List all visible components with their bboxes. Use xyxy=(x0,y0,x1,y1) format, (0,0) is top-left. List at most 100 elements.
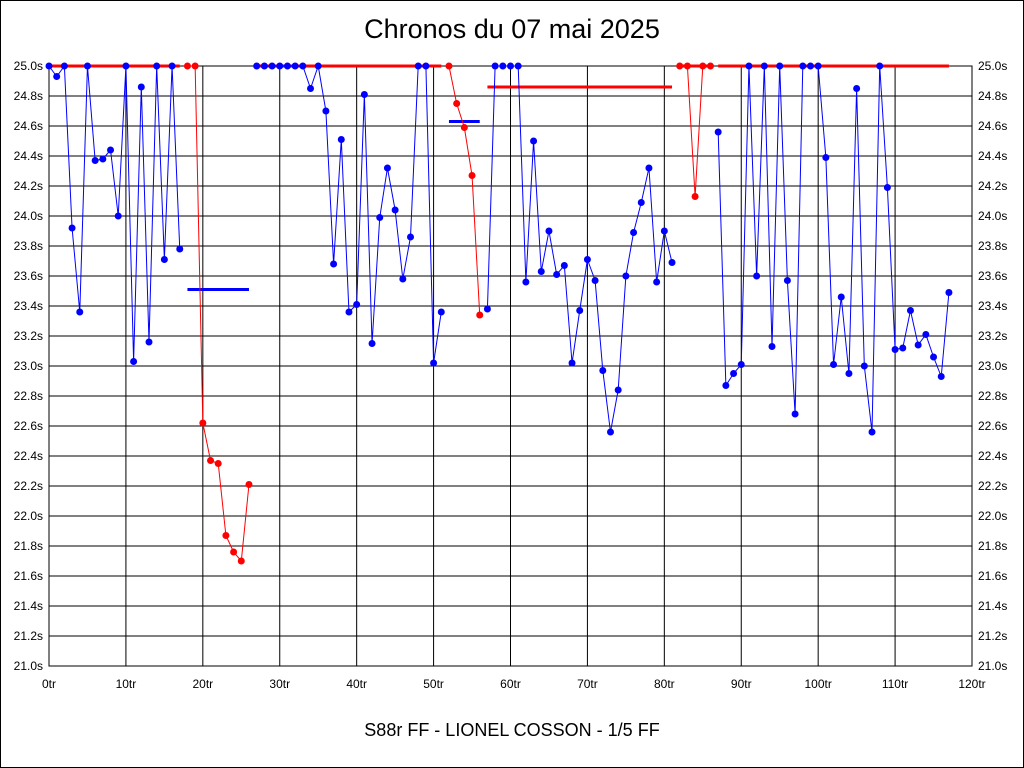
data-point xyxy=(514,62,522,70)
y-tick-label-left: 21.2s xyxy=(14,629,43,643)
data-point xyxy=(876,62,884,70)
data-point xyxy=(560,262,568,269)
data-point xyxy=(737,361,745,368)
data-point xyxy=(368,340,376,347)
data-point xyxy=(614,386,622,394)
data-point xyxy=(553,271,561,278)
data-point xyxy=(522,278,530,286)
x-tick-label: 90tr xyxy=(731,677,752,691)
data-point xyxy=(545,227,553,235)
data-point xyxy=(414,62,422,70)
y-tick-label-right: 22.8s xyxy=(978,389,1007,403)
data-point xyxy=(699,62,707,70)
data-point xyxy=(676,62,684,70)
data-point xyxy=(922,331,930,338)
data-point xyxy=(653,278,661,286)
x-tick-label: 10tr xyxy=(116,677,137,691)
data-point xyxy=(576,307,584,314)
data-point xyxy=(583,256,591,263)
y-tick-label-left: 23.2s xyxy=(14,329,43,343)
tick-labels: 21.0s 21.0s 21.2s 21.2s 21.4s 21.4s 21.6s 21.6s… xyxy=(14,59,1008,691)
data-point xyxy=(183,62,191,70)
data-point xyxy=(260,62,268,70)
data-point xyxy=(245,481,253,488)
data-point xyxy=(776,62,784,70)
data-point xyxy=(299,62,307,70)
y-tick-label-left: 22.6s xyxy=(14,419,43,433)
data-point xyxy=(391,206,399,214)
data-point xyxy=(237,557,245,565)
y-tick-label-right: 21.2s xyxy=(978,629,1007,643)
data-point xyxy=(191,62,199,70)
y-tick-label-left: 22.8s xyxy=(14,389,43,403)
data-point xyxy=(783,277,791,284)
data-point xyxy=(122,62,130,70)
data-point xyxy=(307,85,315,92)
data-point xyxy=(99,155,107,163)
y-tick-label-right: 24.6s xyxy=(978,119,1007,133)
data-point xyxy=(114,212,122,220)
data-point xyxy=(76,308,84,316)
y-tick-label-left: 24.0s xyxy=(14,209,43,223)
data-point xyxy=(283,62,291,70)
data-point xyxy=(60,62,68,70)
data-point xyxy=(622,272,630,280)
data-point xyxy=(460,124,468,131)
data-point xyxy=(345,308,353,316)
y-tick-label-right: 23.2s xyxy=(978,329,1007,343)
y-tick-label-right: 22.4s xyxy=(978,449,1007,463)
data-point xyxy=(537,268,545,275)
data-point xyxy=(207,457,215,464)
series-line xyxy=(48,64,181,362)
data-point xyxy=(430,359,438,367)
data-point xyxy=(468,172,476,179)
data-point xyxy=(145,338,153,346)
x-tick-label: 80tr xyxy=(654,677,675,691)
y-tick-label-right: 22.2s xyxy=(978,479,1007,493)
y-tick-label-left: 22.4s xyxy=(14,449,43,463)
x-tick-label: 110tr xyxy=(882,677,908,691)
data-point xyxy=(268,62,276,70)
data-point xyxy=(453,100,461,107)
data-point xyxy=(130,358,138,365)
data-point xyxy=(407,233,415,241)
data-point xyxy=(68,224,76,232)
data-point xyxy=(830,361,838,368)
data-point xyxy=(83,62,91,70)
data-point xyxy=(799,62,807,70)
data-point xyxy=(568,359,576,367)
data-point xyxy=(837,293,845,301)
data-point xyxy=(499,62,507,70)
data-point xyxy=(753,272,761,280)
data-point xyxy=(91,157,99,164)
data-point xyxy=(530,137,538,145)
y-tick-label-left: 25.0s xyxy=(14,59,43,73)
data-point xyxy=(214,460,222,467)
data-point xyxy=(868,428,876,436)
data-point xyxy=(606,428,614,436)
y-tick-label-right: 23.0s xyxy=(978,359,1007,373)
data-point xyxy=(137,83,145,91)
y-tick-label-left: 23.8s xyxy=(14,239,43,253)
y-tick-label-right: 25.0s xyxy=(978,59,1007,73)
y-tick-label-right: 22.6s xyxy=(978,419,1007,433)
data-point xyxy=(714,128,722,136)
data-point xyxy=(591,277,599,284)
x-tick-label: 40tr xyxy=(346,677,367,691)
data-point xyxy=(791,410,799,418)
data-point xyxy=(899,344,907,352)
data-point xyxy=(383,164,391,172)
data-point xyxy=(476,311,484,319)
data-point xyxy=(937,373,945,380)
y-tick-label-right: 23.6s xyxy=(978,269,1007,283)
data-point xyxy=(853,85,861,92)
x-tick-label: 0tr xyxy=(42,677,56,691)
x-tick-label: 100tr xyxy=(804,677,831,691)
data-point xyxy=(160,256,168,263)
data-point xyxy=(230,548,238,556)
data-point xyxy=(445,62,453,70)
data-point xyxy=(168,62,176,70)
y-tick-label-left: 21.8s xyxy=(14,539,43,553)
data-point xyxy=(45,62,53,70)
